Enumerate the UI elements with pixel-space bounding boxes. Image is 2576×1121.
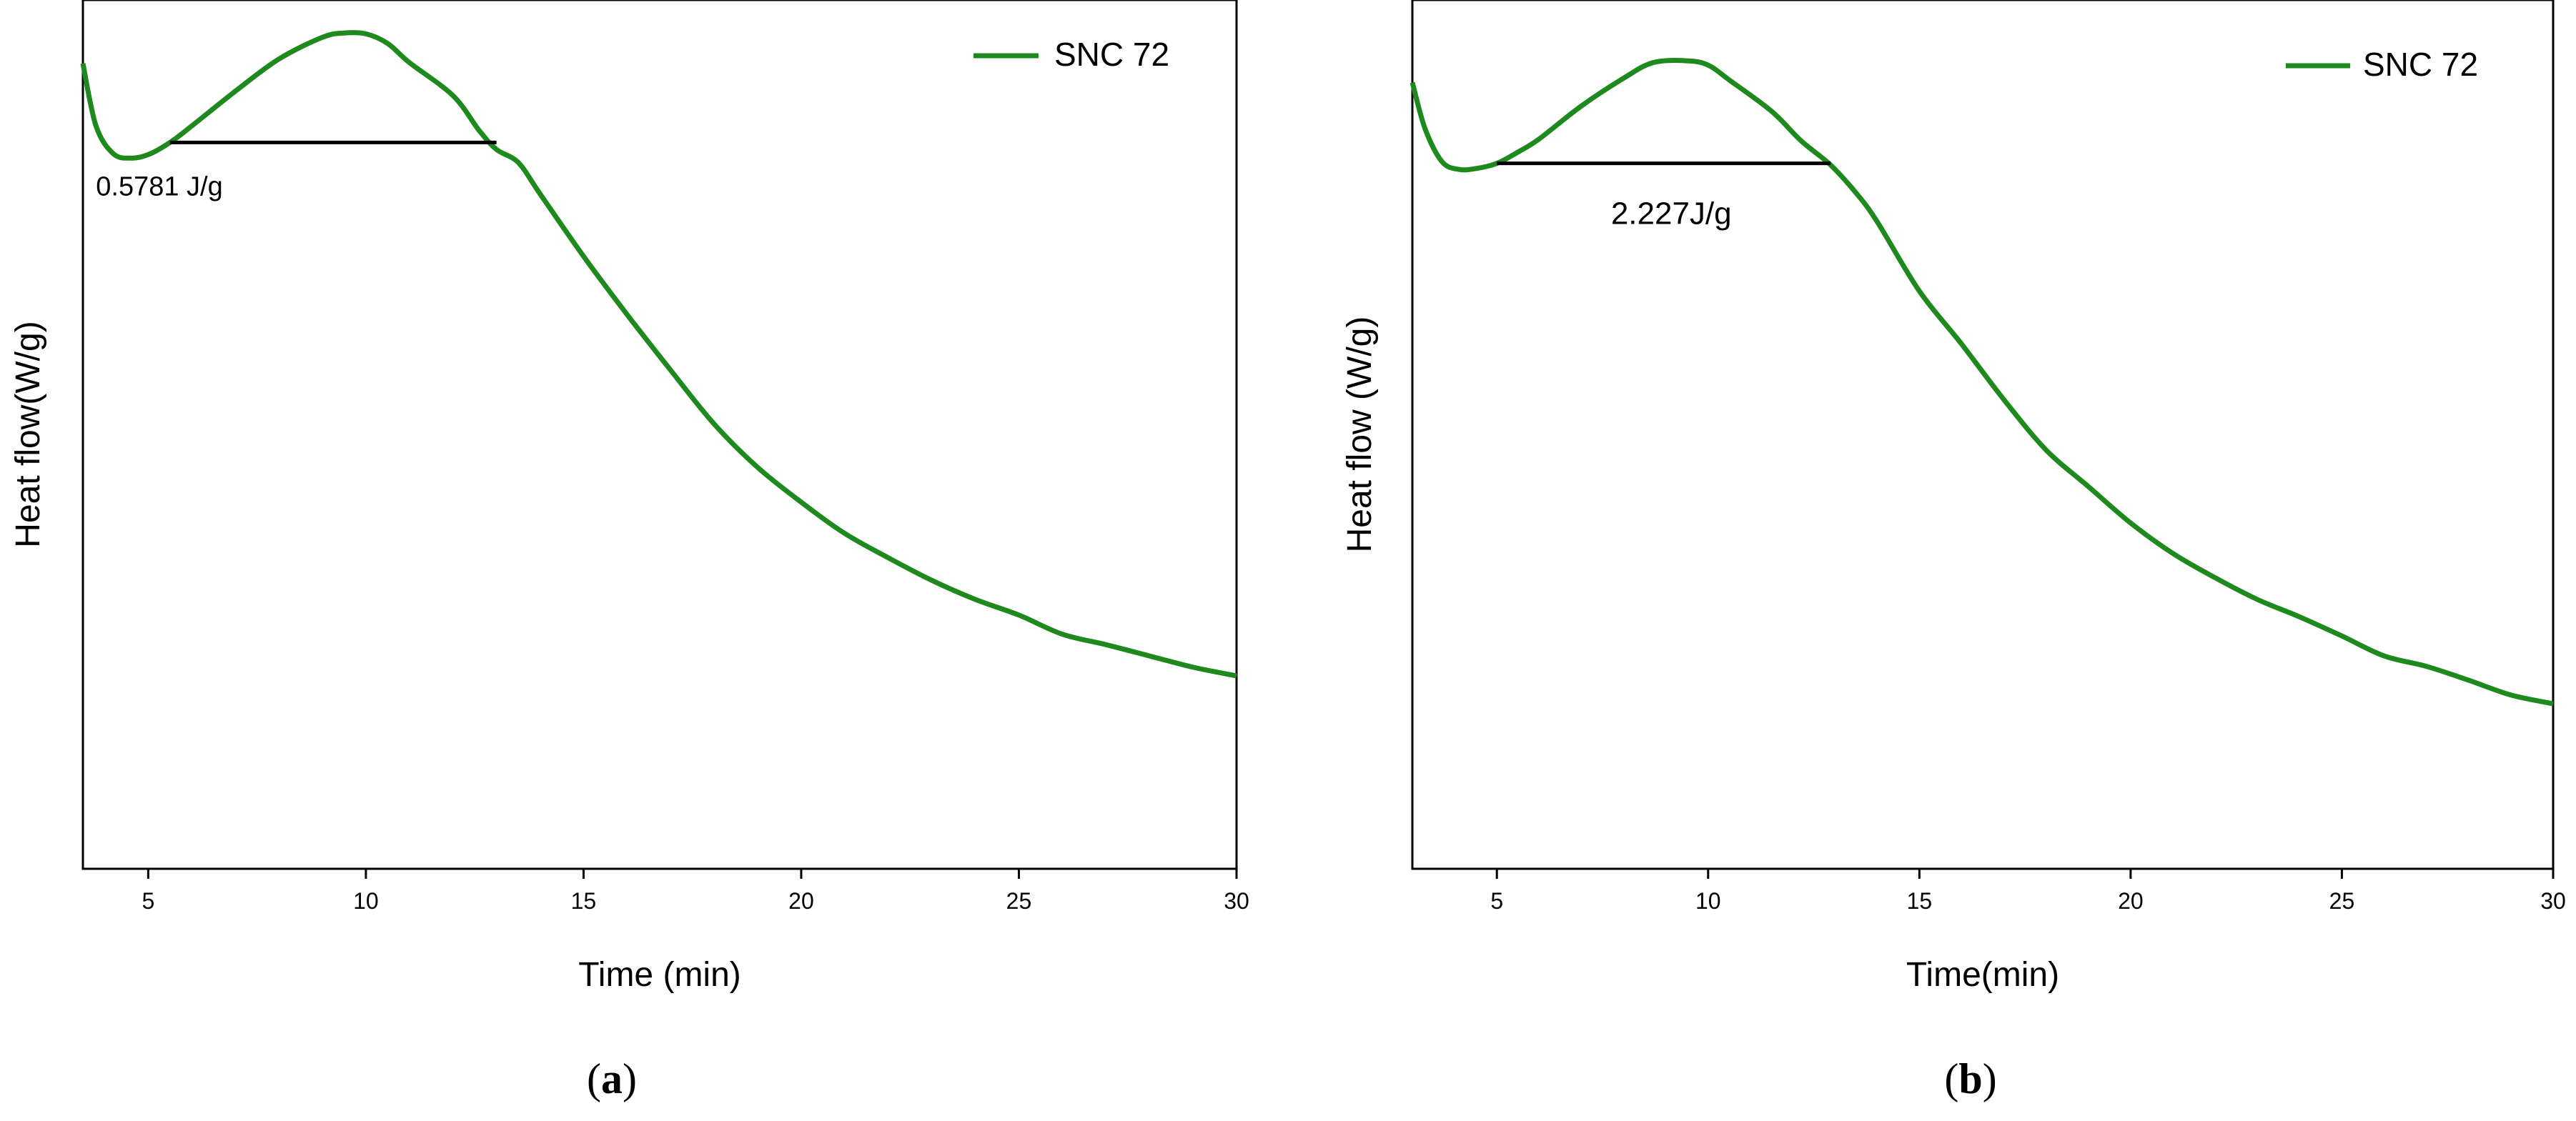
legend: SNC 72 [974, 36, 1169, 73]
x-tick-label: 30 [2540, 888, 2566, 914]
panel-label: a [601, 1055, 623, 1102]
x-tick-label: 5 [1490, 888, 1503, 914]
x-tick-label: 5 [142, 888, 154, 914]
enthalpy-annotation: 0.5781 J/g [96, 172, 222, 202]
y-axis-label: Heat flow(W/g) [9, 321, 47, 547]
x-tick-label: 25 [2329, 888, 2355, 914]
panel-b: 5 10 15 20 25 30 Time(min) Heat flow (W/g) SNC 7… [1341, 0, 2566, 1102]
plot-frame [1411, 0, 2555, 870]
x-tick-label: 10 [353, 888, 379, 914]
x-axis-label: Time (min) [578, 956, 741, 994]
series-line-snc-72 [1410, 58, 2554, 707]
x-tick-label: 15 [571, 888, 597, 914]
y-axis-label: Heat flow (W/g) [1341, 317, 1379, 553]
series-line-snc-72 [80, 30, 1237, 679]
panel-caption: (a) [587, 1055, 637, 1102]
enthalpy-annotation: 2.227J/g [1611, 196, 1732, 231]
x-axis-label: Time(min) [1906, 956, 2059, 994]
x-tick-label: 10 [1695, 888, 1721, 914]
x-tick-label: 30 [1224, 888, 1249, 914]
x-tick-label: 25 [1006, 888, 1032, 914]
x-tick-label: 20 [788, 888, 814, 914]
panel-label: b [1958, 1055, 1982, 1102]
legend-label: SNC 72 [2363, 46, 2478, 83]
legend: SNC 72 [2286, 46, 2478, 83]
x-tick-label: 15 [1907, 888, 1933, 914]
x-tick-label: 20 [2118, 888, 2144, 914]
legend-label: SNC 72 [1054, 36, 1169, 73]
panel-caption: (b) [1944, 1055, 1996, 1102]
panel-a: 5 10 15 20 25 30 Time (min) Heat flow(W/g) SNC 7… [9, 0, 1249, 1102]
plot-frame [81, 0, 1238, 870]
